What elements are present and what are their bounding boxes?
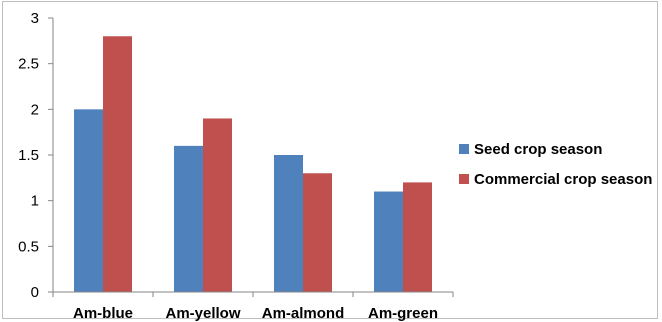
bar-commercial: [303, 173, 332, 292]
bar-seed: [374, 191, 403, 292]
x-axis: Am-blue Am-yellow Am-almond Am-green: [52, 291, 454, 322]
y-tick-label: 2.5: [18, 56, 39, 73]
y-tick-label: 1: [31, 193, 39, 210]
x-tick-label: Am-blue: [73, 305, 133, 322]
bar-seed: [174, 145, 203, 292]
legend: Seed crop season Commercial crop season: [459, 141, 652, 188]
legend-label: Seed crop season: [474, 141, 602, 158]
y-tick-label: 1.5: [18, 147, 39, 164]
legend-swatch: [459, 174, 469, 184]
bar-commercial: [203, 118, 232, 292]
bar-commercial: [403, 182, 432, 292]
y-tick-label: 2: [31, 101, 39, 118]
bar-commercial: [103, 36, 132, 293]
y-tick-label: 0.5: [18, 238, 39, 255]
y-axis: 0 0.5 1 1.5 2 2.5 3: [18, 10, 54, 301]
x-tick-label: Am-almond: [262, 305, 345, 322]
x-tick-label: Am-yellow: [165, 305, 240, 322]
bar-seed: [74, 109, 103, 292]
y-tick-label: 3: [31, 10, 39, 27]
x-tick-label: Am-green: [368, 305, 438, 322]
legend-swatch: [459, 144, 469, 154]
y-tick-label: 0: [31, 284, 39, 301]
bar-seed: [274, 155, 303, 292]
plot-area: [74, 36, 432, 293]
legend-label: Commercial crop season: [474, 171, 652, 188]
